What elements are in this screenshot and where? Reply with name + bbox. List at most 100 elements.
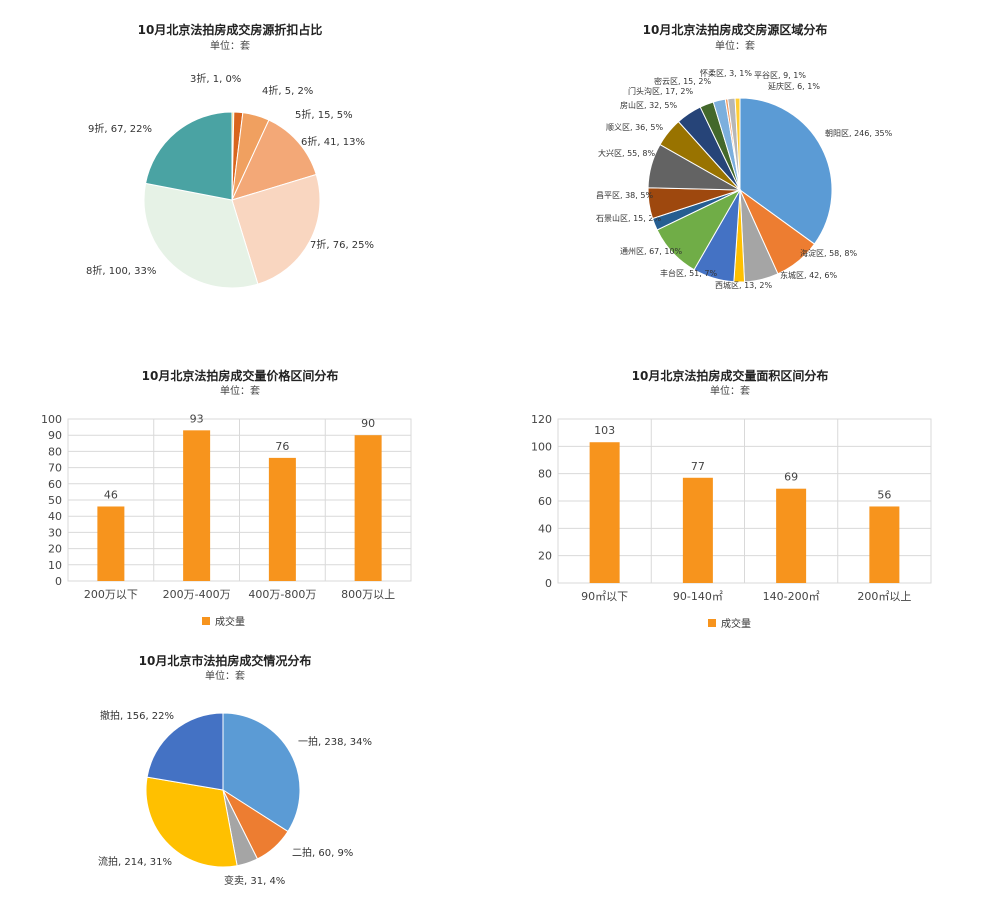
- slice-label: 变卖, 31, 4%: [224, 874, 285, 887]
- slice-label: 7折, 76, 25%: [310, 238, 374, 251]
- chart-subtitle: 单位：套: [210, 39, 250, 52]
- y-tick-label: 80: [538, 468, 552, 481]
- discount-pie-chart: 10月北京法拍房成交房源折扣占比 单位：套 3折, 1, 0% 4折, 5, 2%…: [86, 22, 374, 289]
- pie-slice: [734, 97, 741, 191]
- bar: [268, 457, 296, 581]
- bar: [776, 488, 807, 583]
- data-label: 76: [275, 440, 289, 453]
- legend-swatch: [708, 619, 716, 627]
- slice-label: 延庆区, 6, 1%: [768, 81, 820, 91]
- x-tick-label: 200㎡以上: [857, 590, 911, 603]
- y-tick-label: 20: [538, 550, 552, 563]
- data-label: 46: [104, 488, 118, 501]
- y-tick-label: 40: [538, 522, 552, 535]
- legend-swatch: [202, 617, 210, 625]
- pie-slice: [145, 111, 233, 201]
- slice-label: 6折, 41, 13%: [301, 135, 365, 148]
- y-tick-label: 60: [48, 478, 62, 491]
- slice-label: 朝阳区, 246, 35%: [825, 129, 893, 138]
- chart-subtitle: 单位：套: [220, 384, 260, 397]
- y-tick-label: 50: [48, 494, 62, 507]
- slice-label: 顺义区, 36, 5%: [606, 123, 663, 132]
- y-tick-label: 70: [48, 462, 62, 475]
- data-label: 90: [361, 417, 375, 430]
- chart-subtitle: 单位：套: [205, 669, 245, 682]
- y-tick-label: 100: [41, 413, 62, 426]
- data-label: 69: [784, 471, 798, 484]
- slice-label: 东城区, 42, 6%: [780, 270, 837, 280]
- legend-label: 成交量: [721, 617, 751, 630]
- status-pie-chart: 10月北京市法拍房成交情况分布 单位：套 一拍, 238, 34% 二拍, 60,…: [98, 653, 372, 887]
- slice-label: 5折, 15, 5%: [295, 108, 353, 121]
- price-bar-panel: 10月北京法拍房成交量价格区间分布 单位：套 0 10 20 30 40 50 60 70 80…: [30, 362, 430, 652]
- x-tick-label: 200万以下: [84, 588, 138, 601]
- pie-slice: [739, 97, 833, 245]
- slice-label: 丰台区, 51, 7%: [660, 268, 717, 278]
- data-label: 77: [691, 460, 705, 473]
- slice-label: 平谷区, 9, 1%: [754, 71, 806, 80]
- y-tick-label: 100: [531, 440, 552, 453]
- data-label: 93: [190, 412, 204, 425]
- y-tick-label: 80: [48, 445, 62, 458]
- slice-label: 4折, 5, 2%: [262, 84, 313, 97]
- area-bar-chart: 10月北京法拍房成交量面积区间分布 单位：套 0 20 40 60 80 100 120 10…: [531, 368, 932, 630]
- x-tick-label: 140-200㎡: [763, 590, 820, 603]
- bar: [354, 435, 382, 581]
- slice-label: 9折, 67, 22%: [88, 122, 152, 135]
- slice-label: 门头沟区, 17, 2%: [628, 86, 693, 96]
- data-label: 103: [594, 424, 615, 437]
- legend-label: 成交量: [215, 615, 245, 628]
- chart-title: 10月北京法拍房成交量价格区间分布: [142, 368, 339, 383]
- chart-title: 10月北京法拍房成交量面积区间分布: [632, 368, 829, 383]
- slice-label: 房山区, 32, 5%: [620, 100, 677, 110]
- slice-label: 通州区, 67, 10%: [620, 246, 683, 256]
- slice-label: 怀柔区, 3, 1%: [700, 68, 752, 78]
- bar: [682, 477, 713, 583]
- district-pie-panel: 10月北京法拍房成交房源区域分布 单位：套 朝阳区, 246, 35% 海淀区, …: [560, 10, 960, 310]
- y-tick-label: 10: [48, 559, 62, 572]
- slice-label: 石景山区, 15, 2%: [596, 213, 661, 223]
- x-tick-label: 800万以上: [341, 588, 395, 601]
- y-tick-label: 90: [48, 429, 62, 442]
- x-tick-label: 90㎡以下: [581, 590, 628, 603]
- slice-label: 撤拍, 156, 22%: [100, 709, 174, 722]
- y-tick-label: 40: [48, 510, 62, 523]
- chart-title: 10月北京市法拍房成交情况分布: [139, 653, 312, 668]
- slice-label: 流拍, 214, 31%: [98, 855, 172, 868]
- bar: [589, 442, 620, 583]
- area-bar-panel: 10月北京法拍房成交量面积区间分布 单位：套 0 20 40 60 80 100 120 10…: [520, 362, 950, 652]
- chart-subtitle: 单位：套: [715, 39, 755, 52]
- bar: [97, 506, 125, 581]
- slice-label: 一拍, 238, 34%: [298, 735, 372, 748]
- slice-label: 西城区, 13, 2%: [715, 281, 772, 290]
- chart-subtitle: 单位：套: [710, 384, 750, 397]
- y-tick-label: 0: [55, 575, 62, 588]
- y-tick-label: 0: [545, 577, 552, 590]
- slice-label: 二拍, 60, 9%: [292, 846, 353, 859]
- price-bar-chart: 10月北京法拍房成交量价格区间分布 单位：套 0 10 20 30 40 50 60 70 80…: [41, 368, 412, 628]
- pie-slice: [231, 119, 317, 201]
- slice-label: 8折, 100, 33%: [86, 264, 156, 277]
- pie-slice: [145, 776, 238, 868]
- y-tick-label: 30: [48, 526, 62, 539]
- slice-label: 海淀区, 58, 8%: [800, 248, 857, 258]
- chart-title: 10月北京法拍房成交房源折扣占比: [138, 22, 323, 37]
- pie-slice: [231, 173, 321, 285]
- x-tick-label: 90-140㎡: [673, 590, 723, 603]
- discount-pie-panel: 10月北京法拍房成交房源折扣占比 单位：套 3折, 1, 0% 4折, 5, 2%…: [60, 10, 440, 310]
- slice-label: 昌平区, 38, 5%: [596, 191, 653, 200]
- x-tick-label: 200万-400万: [163, 588, 231, 601]
- data-label: 56: [877, 488, 891, 501]
- status-pie-panel: 10月北京市法拍房成交情况分布 单位：套 一拍, 238, 34% 二拍, 60,…: [60, 645, 440, 915]
- x-tick-label: 400万-800万: [248, 588, 316, 601]
- slice-label: 大兴区, 55, 8%: [598, 148, 655, 158]
- district-pie-chart: 10月北京法拍房成交房源区域分布 单位：套 朝阳区, 246, 35% 海淀区, …: [596, 22, 893, 290]
- pie-slice: [143, 182, 259, 289]
- bar: [183, 430, 211, 581]
- y-tick-label: 20: [48, 543, 62, 556]
- slice-label: 3折, 1, 0%: [190, 72, 241, 85]
- pie-slice: [146, 712, 224, 791]
- y-tick-label: 60: [538, 495, 552, 508]
- slice-label: 密云区, 15, 2%: [654, 76, 711, 86]
- bar: [869, 506, 900, 583]
